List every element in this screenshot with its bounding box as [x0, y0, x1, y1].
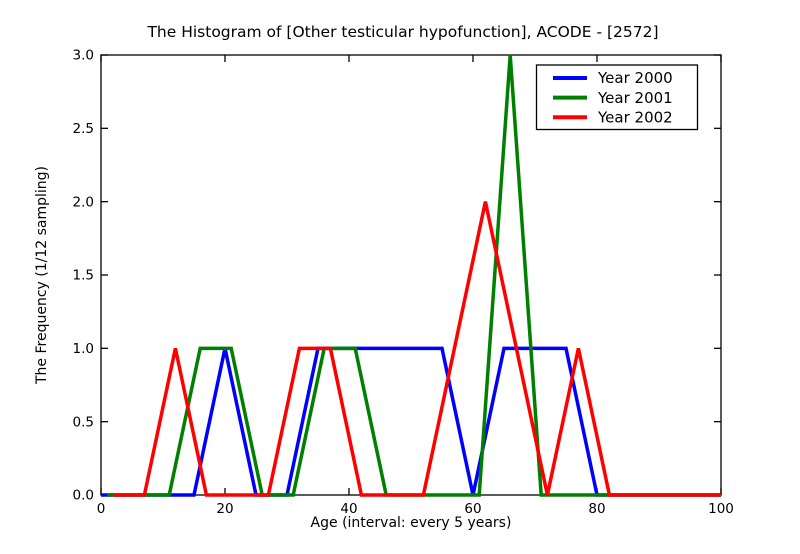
legend-label-year-2000: Year 2000 [597, 69, 673, 87]
legend-label-year-2002: Year 2002 [597, 108, 673, 126]
y-tick-label: 1.5 [73, 268, 94, 284]
x-tick-label: 40 [340, 501, 357, 517]
y-tick-label: 3.0 [73, 48, 94, 64]
y-tick-label: 2.5 [73, 121, 94, 137]
x-tick-label: 100 [708, 501, 734, 517]
y-axis-label: The Frequency (1/12 sampling) [34, 166, 50, 385]
legend-label-year-2001: Year 2001 [597, 89, 673, 107]
x-tick-label: 20 [216, 501, 233, 517]
x-tick-label: 60 [464, 501, 481, 517]
x-tick-label: 0 [97, 501, 106, 517]
y-tick-label: 2.0 [73, 194, 94, 210]
y-tick-label: 0.5 [73, 414, 94, 430]
x-tick-label: 80 [588, 501, 605, 517]
series-lines [101, 54, 721, 497]
series-line-year-2002 [113, 201, 721, 497]
y-tick-label: 1.0 [73, 341, 94, 357]
x-axis-label: Age (interval: every 5 years) [311, 515, 512, 531]
y-tick-label: 0.0 [73, 488, 94, 504]
chart-title: The Histogram of [Other testicular hypof… [146, 23, 658, 41]
